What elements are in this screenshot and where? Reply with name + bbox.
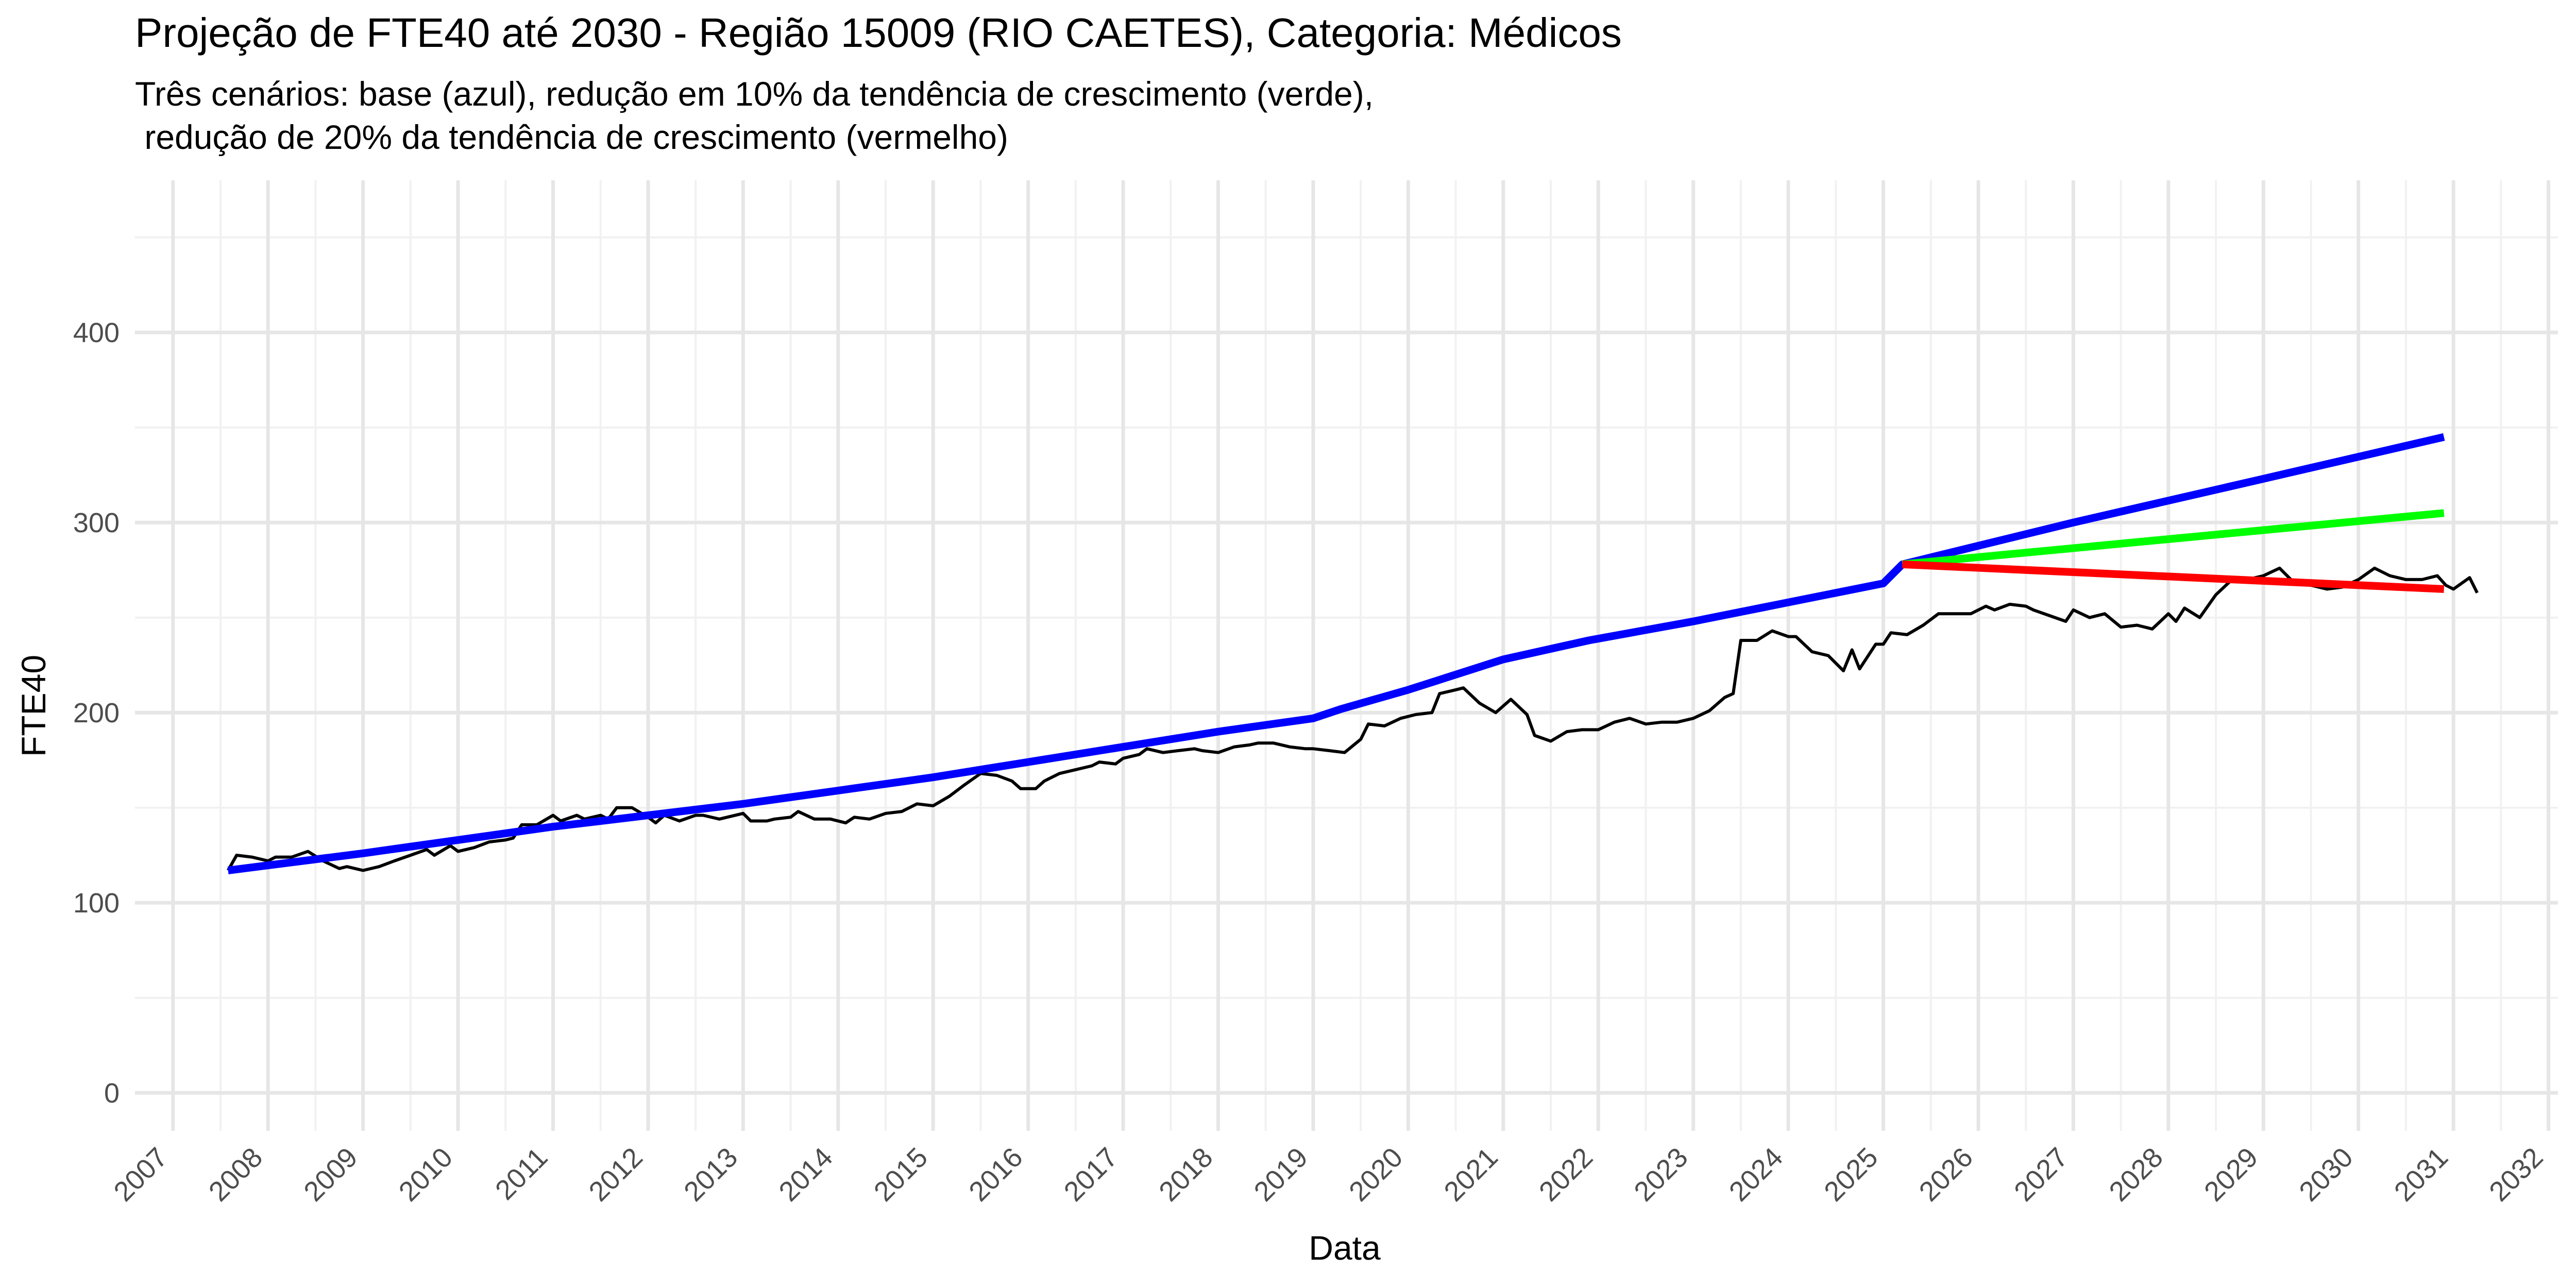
y-tick-label: 300 [73,507,120,538]
x-axis-title: Data [1309,1229,1381,1267]
x-tick-label: 2029 [2198,1142,2264,1207]
observed-series-line [227,566,2479,872]
x-tick-label: 2019 [1248,1142,1314,1207]
x-tick-label: 2017 [1058,1142,1124,1207]
x-tick-label: 2020 [1343,1142,1409,1207]
reduction-20-line [1902,560,2445,593]
x-tick-label: 2030 [2293,1142,2359,1207]
y-axis-ticks: 0 100 200 300 400 [73,317,120,1109]
y-tick-label: 100 [73,888,120,919]
reduction-10-line [1902,509,2445,568]
y-tick-label: 0 [104,1078,120,1109]
x-tick-label: 2012 [583,1142,649,1207]
y-tick-label: 400 [73,317,120,348]
x-tick-label: 2032 [2483,1142,2549,1207]
x-tick-label: 2021 [1438,1142,1503,1207]
x-tick-label: 2025 [1818,1142,1884,1207]
chart-subtitle: Três cenários: base (azul), redução em 1… [135,75,1374,156]
x-tick-label: 2024 [1723,1142,1789,1207]
x-axis-ticks: 2007 2008 2009 2010 2011 2012 2013 2014 2015 2016… [108,1142,2549,1207]
x-tick-label: 2014 [773,1142,838,1207]
x-tick-label: 2011 [489,1142,554,1206]
x-tick-label: 2027 [2008,1142,2074,1207]
x-tick-label: 2016 [963,1142,1028,1207]
y-axis-title: FTE40 [14,655,53,757]
x-tick-label: 2010 [393,1142,459,1207]
x-tick-label: 2023 [1628,1142,1693,1207]
y-tick-label: 200 [73,698,120,728]
x-tick-label: 2008 [203,1142,268,1207]
grid [135,180,2558,1131]
chart-title: Projeção de FTE40 até 2030 - Região 1500… [135,10,1622,56]
x-tick-label: 2028 [2103,1142,2168,1207]
x-tick-label: 2031 [2388,1142,2454,1207]
x-tick-label: 2026 [1913,1142,1979,1207]
series-group [227,433,2479,874]
x-tick-label: 2022 [1533,1142,1599,1207]
x-tick-label: 2013 [678,1142,743,1207]
x-tick-label: 2018 [1153,1142,1218,1207]
base-projection-line [227,433,2445,874]
x-tick-label: 2007 [108,1142,173,1207]
x-tick-label: 2015 [868,1142,934,1207]
x-tick-label: 2009 [298,1142,363,1207]
